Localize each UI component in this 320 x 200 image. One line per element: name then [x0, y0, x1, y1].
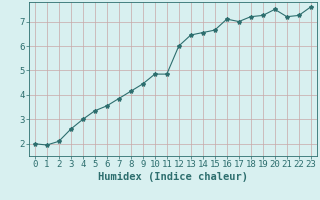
- X-axis label: Humidex (Indice chaleur): Humidex (Indice chaleur): [98, 172, 248, 182]
